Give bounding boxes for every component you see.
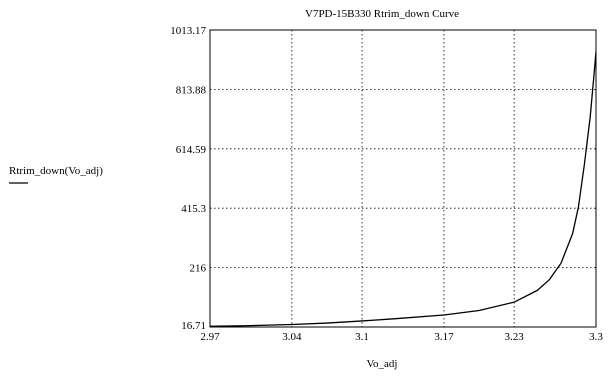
grid	[210, 30, 596, 327]
x-tick-label: 3.3	[589, 331, 603, 343]
y-axis-label: Rtrim_down(Vo_adj)	[9, 165, 103, 177]
series-layer	[209, 51, 597, 327]
y-tick-label: 16.71	[181, 320, 206, 332]
y-tick-label: 614.59	[176, 144, 207, 156]
x-tick-label: 2.97	[200, 331, 220, 343]
x-tick-label: 3.04	[282, 331, 302, 343]
x-tick-label: 3.1	[355, 331, 369, 343]
y-tick-label: 813.88	[176, 84, 207, 96]
plot-area-frame	[209, 29, 597, 328]
x-tick-label: 3.23	[504, 331, 524, 343]
x-axis-label: Vo_adj	[367, 358, 398, 370]
y-tick-label: 216	[190, 263, 207, 275]
tick-labels: 2.97 3.04 3.1 3.17 3.23 3.3 16.71 216 415.3 614.5…	[170, 25, 603, 343]
chart-title: V7PD-15B330 Rtrim_down Curve	[305, 8, 459, 20]
x-tick-label: 3.17	[434, 331, 454, 343]
y-tick-label: 1013.17	[170, 25, 206, 37]
y-tick-label: 415.3	[181, 203, 206, 215]
series-line-0	[209, 51, 597, 327]
